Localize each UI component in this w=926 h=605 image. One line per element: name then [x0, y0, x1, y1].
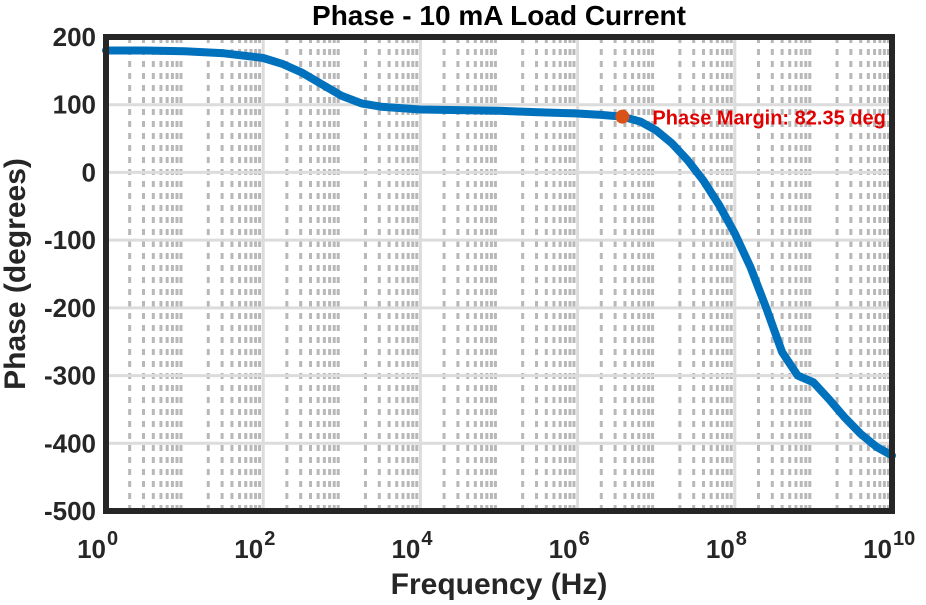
x-tick-label: 10 10	[863, 528, 915, 564]
x-tick-exponent: 10	[893, 528, 915, 550]
x-tick-labels: 10 0 10 2 10 4 10 6 10 8 10 10	[77, 528, 915, 564]
y-axis-label: Phase (degrees)	[0, 158, 32, 390]
x-tick-exponent: 8	[736, 528, 747, 550]
x-tick-label: 10 8	[706, 528, 747, 564]
x-tick-base: 10	[391, 534, 420, 564]
x-axis-label: Frequency (Hz)	[391, 568, 608, 601]
y-tick-labels: 200 100 0 -100 -200 -300 -400 -500	[44, 22, 96, 526]
x-tick-exponent: 2	[264, 528, 275, 550]
y-tick-label: -300	[44, 361, 96, 391]
x-tick-label: 10 4	[391, 528, 433, 564]
x-tick-base: 10	[863, 534, 892, 564]
x-tick-exponent: 0	[107, 528, 118, 550]
y-tick-label: -500	[44, 496, 96, 526]
y-tick-label: 200	[53, 22, 96, 52]
x-tick-exponent: 6	[579, 528, 590, 550]
x-tick-label: 10 2	[234, 528, 275, 564]
x-tick-label: 10 6	[549, 528, 590, 564]
plot-area	[106, 37, 892, 511]
x-tick-base: 10	[549, 534, 578, 564]
y-tick-label: -100	[44, 225, 96, 255]
x-tick-base: 10	[706, 534, 735, 564]
y-tick-label: -200	[44, 293, 96, 323]
y-tick-label: -400	[44, 428, 96, 458]
series-layer: Phase Margin: 82.35 deg	[102, 46, 896, 460]
y-tick-label: 0	[82, 157, 96, 187]
x-tick-base: 10	[234, 534, 263, 564]
phase-margin-label: Phase Margin: 82.35 deg	[652, 108, 885, 130]
phase-margin-marker	[615, 109, 630, 124]
x-tick-exponent: 4	[421, 528, 433, 550]
plot-frame	[103, 34, 895, 514]
chart-title: Phase - 10 mA Load Current	[312, 0, 686, 31]
x-tick-base: 10	[77, 534, 106, 564]
x-tick-label: 10 0	[77, 528, 118, 564]
y-tick-label: 100	[53, 90, 96, 120]
